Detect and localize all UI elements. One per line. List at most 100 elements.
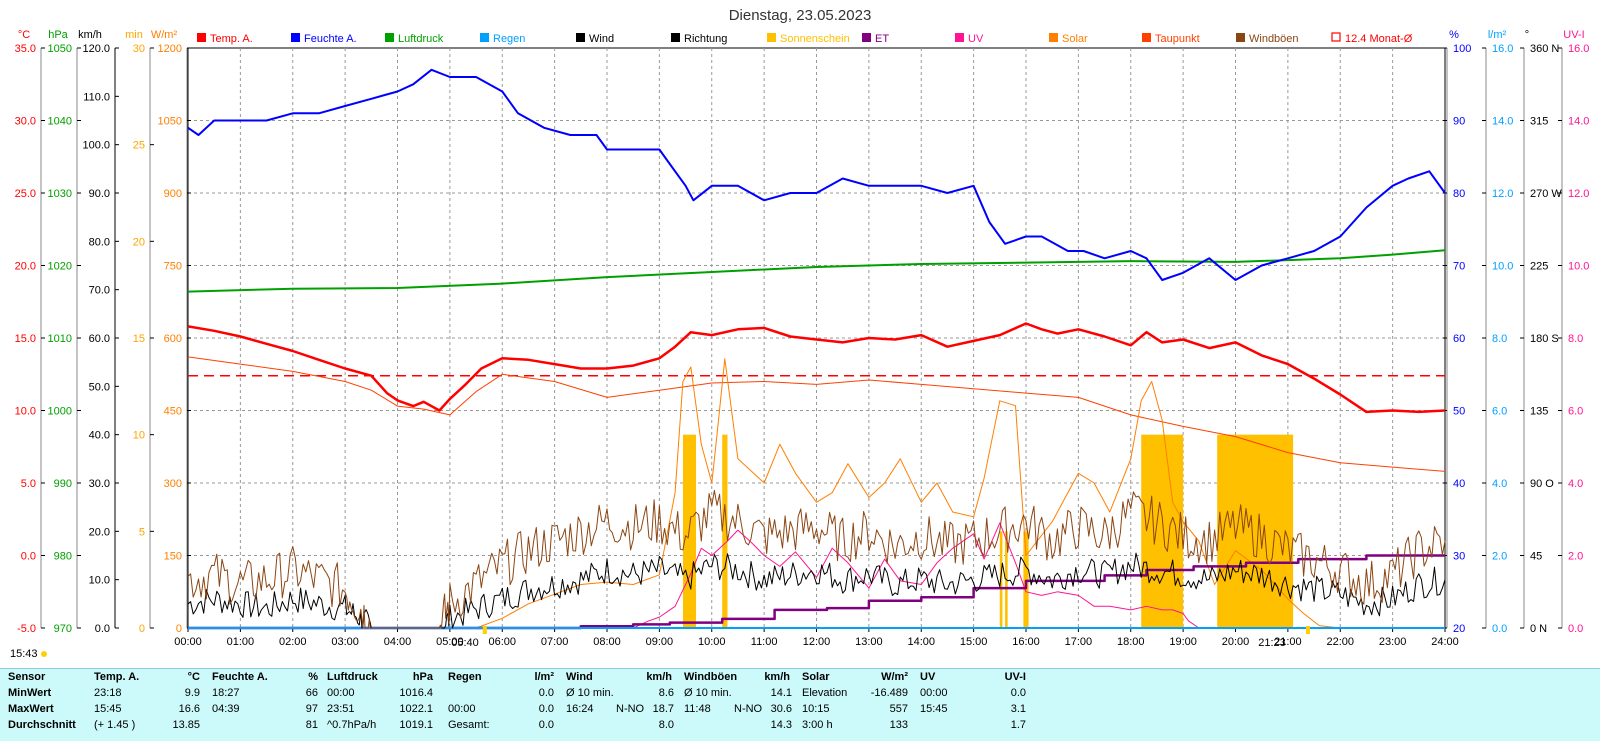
series-line-taupunkt <box>187 356 1446 472</box>
stats-cell: 00:00 0.0 <box>920 685 1030 701</box>
stats-cell: 81 <box>212 717 322 733</box>
axis-tick-rain: 6.0 <box>1492 406 1507 418</box>
legend-swatch <box>385 33 394 42</box>
stats-title: UV <box>920 671 936 683</box>
axis-unit-humidity: % <box>1449 29 1459 41</box>
axis-tick-rain: 14.0 <box>1492 116 1513 128</box>
legend-swatch <box>671 33 680 42</box>
legend-label: Temp. A. <box>210 33 253 45</box>
axis-tick-uv: 14.0 <box>1568 116 1589 128</box>
stats-cell: 10:15 557 <box>802 701 912 717</box>
chart-title: Dienstag, 23.05.2023 <box>729 7 872 24</box>
axis-tick-direction: 360 N <box>1530 43 1559 55</box>
stats-value: 1022.1 <box>399 703 433 715</box>
stats-value: 16.6 <box>178 703 200 715</box>
axis-tick-solar: 150 <box>164 551 182 563</box>
legend-label: Windböen <box>1249 33 1299 45</box>
axis-tick-rain: 10.0 <box>1492 261 1513 273</box>
legend-swatch <box>862 33 871 42</box>
axis-tick-humidity: 100 <box>1453 43 1471 55</box>
axis-tick-direction: 45 <box>1530 551 1542 563</box>
legend-swatch <box>576 33 585 42</box>
stats-time: Gesamt: <box>448 719 490 731</box>
stats-column-header: Regen l/m² <box>448 669 558 685</box>
axis-tick-pressure: 1010 <box>48 333 72 345</box>
axis-tick-temp: -5.0 <box>17 623 36 635</box>
stats-cell: Elevation -16.489 <box>802 685 912 701</box>
sunshine-bar <box>999 531 1003 628</box>
sunshine-bar <box>1217 434 1294 628</box>
stats-unit: °C <box>187 671 200 683</box>
x-tick-label: 20:00 <box>1222 636 1250 648</box>
sunrise-tick <box>482 626 487 634</box>
x-tick-label: 11:00 <box>751 636 778 648</box>
stats-cell: Ø 10 min. 14.1 <box>684 685 794 701</box>
stats-value: 0.0 <box>538 719 554 731</box>
legend-swatch <box>767 33 776 42</box>
axis-tick-uv: 0.0 <box>1568 623 1583 635</box>
x-tick-label: 22:00 <box>1326 636 1354 648</box>
series-line-solar <box>188 358 1445 629</box>
stats-column-header: Wind km/h <box>566 669 676 685</box>
stats-value: 0.0 <box>538 703 554 715</box>
x-tick-label: 24:00 <box>1431 636 1459 648</box>
sunshine-bar <box>1141 434 1184 628</box>
stats-column: Feuchte A.% 18:27 66 04:39 97 81 <box>212 669 322 733</box>
axis-tick-wind: 30.0 <box>89 478 110 490</box>
x-tick-label: 18:00 <box>1117 636 1145 648</box>
axis-tick-rain: 12.0 <box>1492 188 1513 200</box>
sunrise-marker: 05:40 <box>445 637 485 649</box>
stats-column: Luftdruck hPa 00:00 1016.4 23:51 1022.1 ^0.7hP… <box>327 669 439 733</box>
axis-tick-wind: 120.0 <box>82 43 110 55</box>
axis-tick-solar: 750 <box>164 261 182 273</box>
series-line-feuchte-a- <box>187 68 1446 281</box>
stats-time: 00:00 <box>920 687 948 699</box>
legend-swatch <box>480 33 489 42</box>
axis-tick-temp: 35.0 <box>15 43 36 55</box>
x-tick-label: 01:00 <box>227 636 255 648</box>
x-tick-label: 02:00 <box>279 636 307 648</box>
axis-tick-sunshine: 5 <box>139 526 145 538</box>
axis-tick-temp: 15.0 <box>15 333 36 345</box>
axis-tick-pressure: 1030 <box>48 188 72 200</box>
stats-value: 81 <box>305 719 318 731</box>
stats-time: Elevation <box>802 687 848 699</box>
axis-tick-uv: 4.0 <box>1568 478 1583 490</box>
stats-unit: km/h <box>646 671 672 683</box>
axis-tick-solar: 900 <box>164 188 182 200</box>
axis-tick-temp: 10.0 <box>15 406 36 418</box>
stats-value: 66 <box>305 687 318 699</box>
axis-tick-temp: 0.0 <box>21 551 36 563</box>
stats-time: 00:00 <box>327 687 355 699</box>
sunset-tick <box>1305 626 1310 634</box>
stats-time: 15:45 <box>94 703 122 715</box>
legend-swatch <box>291 33 300 42</box>
stats-unit: UV-I <box>1004 671 1026 683</box>
x-tick-label: 13:00 <box>855 636 883 648</box>
sunset-time: 21:23 <box>1258 637 1286 649</box>
x-tick-label: 21:00 <box>1274 636 1302 648</box>
axis-tick-temp: 30.0 <box>15 116 36 128</box>
axis-tick-pressure: 1000 <box>48 406 72 418</box>
stats-cell: 11:48 N-NO 30.6 <box>684 701 794 717</box>
stats-cell: 8.0 <box>566 717 676 733</box>
stats-cell: 0.0 <box>448 685 558 701</box>
stats-column: Temp. A. °C 23:18 9.9 15:45 16.6 (+ 1.45 ) 13.8… <box>94 669 204 733</box>
stats-unit: hPa <box>412 671 433 683</box>
stats-cell: 15:45 16.6 <box>94 701 204 717</box>
axis-tick-solar: 300 <box>164 478 182 490</box>
stats-cell: 23:18 9.9 <box>94 685 204 701</box>
axis-tick-pressure: 1040 <box>48 116 72 128</box>
axis-tick-direction: 270 W <box>1530 188 1562 200</box>
stats-unit: W/m² <box>881 671 908 683</box>
stats-value: 3.1 <box>1010 703 1026 715</box>
stats-title: Luftdruck <box>327 671 378 683</box>
axis-unit-sunshine: min <box>125 29 143 41</box>
stats-value: 557 <box>889 703 908 715</box>
axis-unit-rain: l/m² <box>1488 29 1507 41</box>
stats-time: 04:39 <box>212 703 240 715</box>
stats-value: 13.85 <box>172 719 200 731</box>
stats-value: 97 <box>305 703 318 715</box>
stats-column-header: UV UV-I <box>920 669 1030 685</box>
stats-cell: 14.3 <box>684 717 794 733</box>
